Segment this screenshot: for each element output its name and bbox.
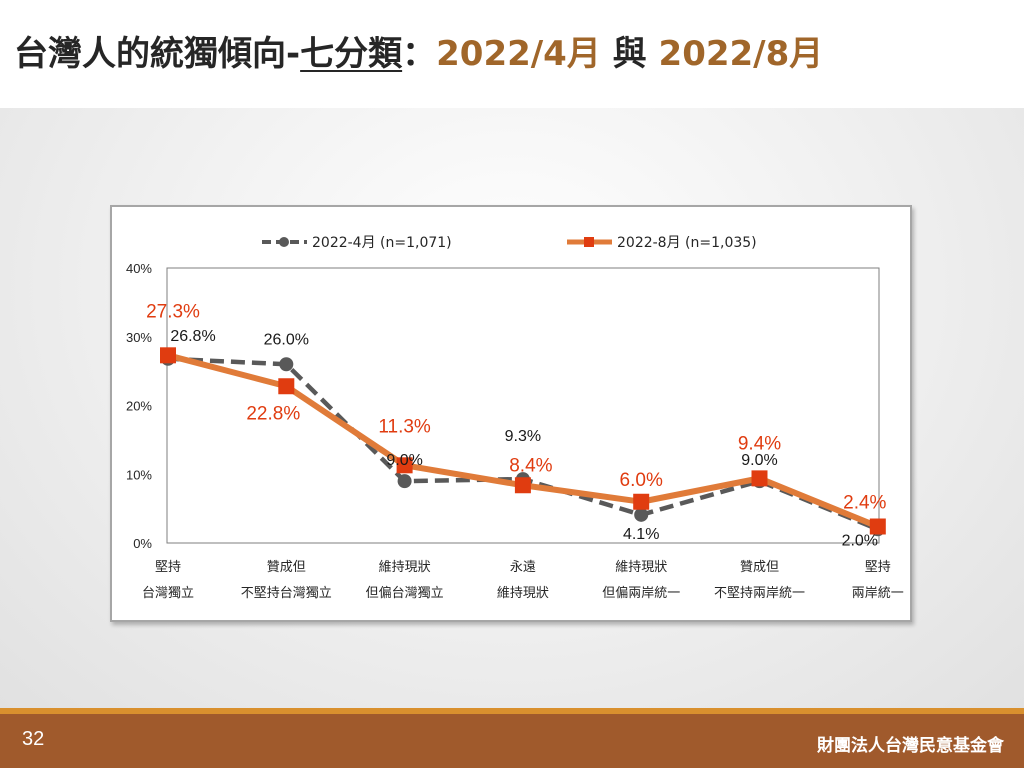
data-label-august: 2.4% <box>843 493 886 514</box>
data-point-august <box>278 378 295 395</box>
y-tick-label: 0% <box>133 536 152 551</box>
category-label: 維持現狀 <box>497 586 549 601</box>
organization-name: 財團法人台灣民意基金會 <box>817 736 1004 756</box>
title-main: 台灣人的統獨傾向- <box>14 34 301 74</box>
data-point-august <box>869 518 886 535</box>
legend-label-august: 2022-8月 (n=1,035) <box>617 235 757 251</box>
data-point-august <box>633 493 650 510</box>
category-label: 維持現狀 <box>379 560 431 575</box>
category-label: 永遠 <box>510 560 536 575</box>
y-tick-label: 30% <box>126 330 152 345</box>
title-colon: ： <box>402 34 437 74</box>
category-label: 台灣獨立 <box>142 586 194 601</box>
data-label-april: 9.0% <box>741 452 777 469</box>
data-point-august <box>396 457 413 474</box>
data-label-august: 11.3% <box>378 416 431 437</box>
category-label: 堅持 <box>865 560 891 575</box>
category-label: 贊成但 <box>267 560 306 575</box>
category-label: 兩岸統一 <box>852 586 904 601</box>
y-tick-label: 10% <box>126 467 152 482</box>
y-tick-label: 20% <box>126 399 152 414</box>
category-label: 但偏台灣獨立 <box>366 586 444 601</box>
y-tick-label: 40% <box>126 261 152 276</box>
legend-marker-august <box>584 237 594 247</box>
data-label-april: 26.0% <box>264 331 309 348</box>
title-underlined: 七分類 <box>300 34 403 74</box>
data-point-april <box>279 357 294 372</box>
data-point-april <box>634 507 649 522</box>
data-label-august: 27.3% <box>146 301 200 322</box>
data-label-august: 22.8% <box>246 403 300 424</box>
line-chart: 0% 10% 20% 30% 40% 2022-4月 (n=1,071) 2022-8月 (… <box>126 235 904 601</box>
footer: 32 財團法人台灣民意基金會 <box>0 714 1024 768</box>
category-label: 但偏兩岸統一 <box>602 586 680 601</box>
title-connector: 與 <box>600 34 659 74</box>
plot-area-border <box>166 267 880 544</box>
category-label: 不堅持台灣獨立 <box>241 586 332 601</box>
category-label: 贊成但 <box>740 560 779 575</box>
title-period-2: 2022/8月 <box>658 34 824 74</box>
legend-label-april: 2022-4月 (n=1,071) <box>312 235 452 251</box>
title-period-1: 2022/4月 <box>436 34 601 74</box>
chart-frame: 0% 10% 20% 30% 40% 2022-4月 (n=1,071) 2022-8月 (… <box>110 205 912 622</box>
data-label-august: 8.4% <box>509 455 552 476</box>
title-bar: 台灣人的統獨傾向-七分類：2022/4月 與 2022/8月 <box>0 0 1024 108</box>
data-label-april: 9.0% <box>386 452 422 469</box>
legend-marker-april <box>279 237 289 247</box>
page-number: 32 <box>22 728 45 750</box>
data-point-august <box>514 477 531 494</box>
data-label-april: 9.3% <box>505 428 541 445</box>
slide-title: 台灣人的統獨傾向-七分類：2022/4月 與 2022/8月 <box>14 26 823 75</box>
data-point-august <box>751 470 768 487</box>
data-label-april: 26.8% <box>170 328 215 345</box>
data-label-august: 9.4% <box>738 433 781 454</box>
category-label: 堅持 <box>155 560 181 575</box>
category-label: 不堅持兩岸統一 <box>714 586 805 601</box>
data-label-april: 2.0% <box>842 532 878 549</box>
data-label-april: 4.1% <box>623 526 659 543</box>
data-point-august <box>160 347 176 364</box>
category-label: 維持現狀 <box>615 560 667 575</box>
data-point-april <box>397 474 412 489</box>
data-label-august: 6.0% <box>620 470 663 491</box>
footer-accent-line <box>0 708 1024 714</box>
